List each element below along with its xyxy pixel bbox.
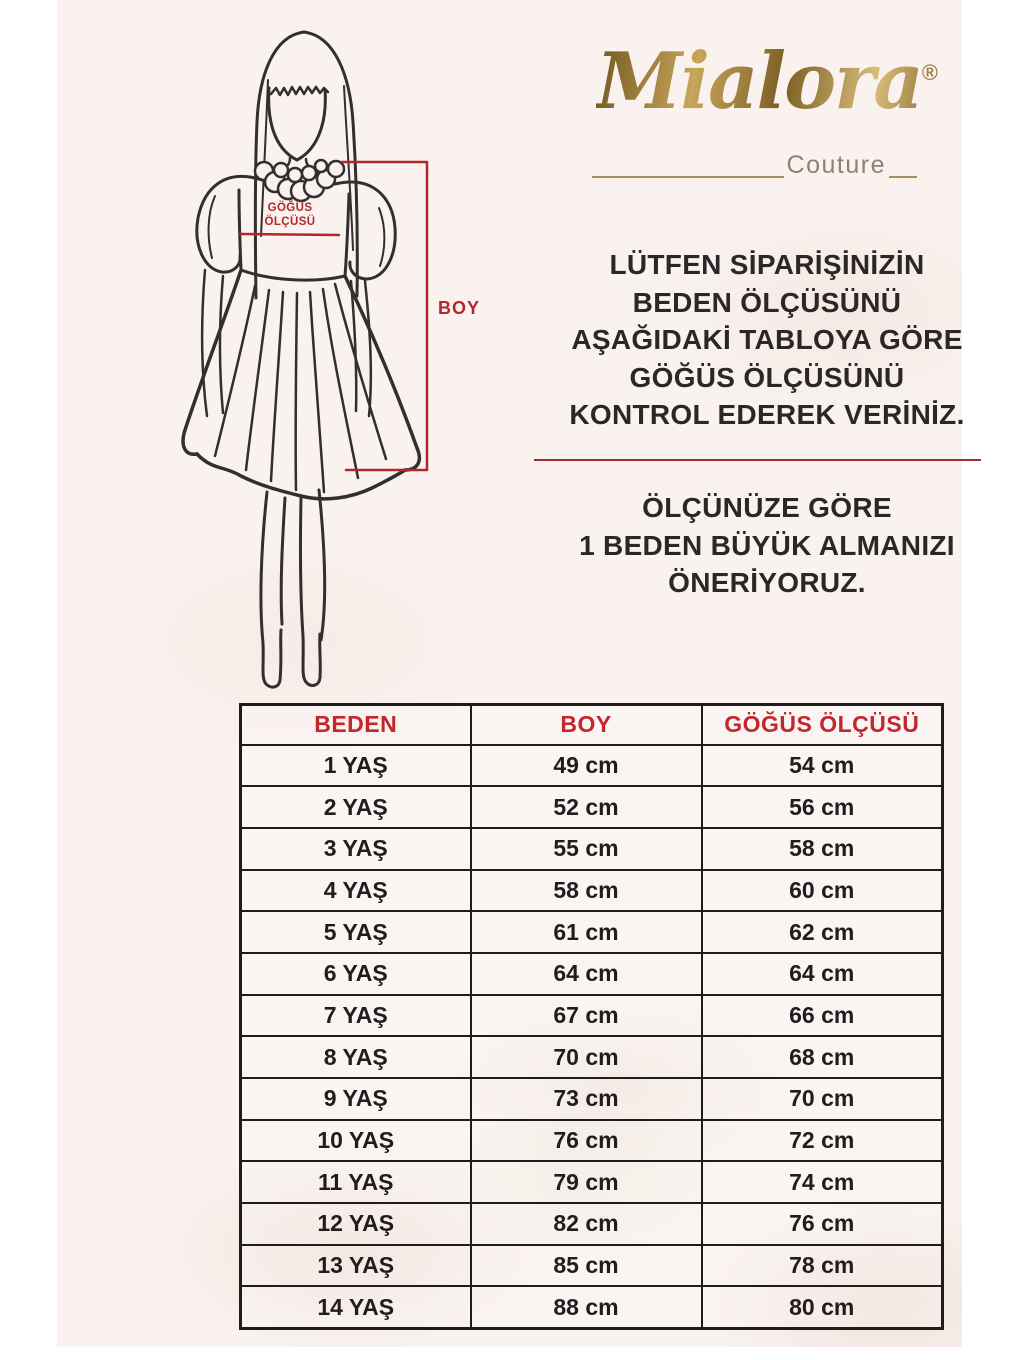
- table-row: 9 YAŞ 73 cm 70 cm: [239, 1077, 944, 1121]
- brand-subtitle-row: Couture: [592, 152, 917, 178]
- boy-cell: 73 cm: [469, 1077, 703, 1121]
- header-boy: BOY: [469, 703, 703, 746]
- table-row: 13 YAŞ 85 cm 78 cm: [239, 1243, 944, 1288]
- beden-cell: 14 YAŞ: [239, 1285, 472, 1330]
- gogus-cell: 64 cm: [700, 951, 944, 996]
- table-row: 3 YAŞ 55 cm 58 cm: [239, 826, 944, 871]
- recommendation-line: ÖNERİYORUZ.: [668, 567, 866, 598]
- brand-logo: Mialora®: [537, 18, 997, 137]
- gogus-cell: 78 cm: [700, 1243, 944, 1288]
- boy-cell: 70 cm: [469, 1035, 703, 1079]
- girl-dress-illustration: [181, 30, 429, 689]
- table-row: 1 YAŞ 49 cm 54 cm: [239, 743, 944, 788]
- gogus-cell: 74 cm: [700, 1160, 944, 1205]
- gogus-cell: 58 cm: [700, 826, 944, 871]
- gogus-cell: 56 cm: [700, 785, 944, 829]
- gogus-cell: 66 cm: [700, 993, 944, 1038]
- beden-cell: 10 YAŞ: [239, 1118, 472, 1163]
- boy-cell: 85 cm: [469, 1243, 703, 1288]
- instruction-line: AŞAĞIDAKİ TABLOYA GÖRE: [571, 324, 963, 355]
- red-divider-line: [534, 459, 981, 461]
- watercolor-background: GÖĞÜS ÖLÇÜSÜ BOY Mialora® Couture LÜTFEN…: [57, 0, 981, 1347]
- table-row: 4 YAŞ 58 cm 60 cm: [239, 868, 944, 913]
- gogus-cell: 68 cm: [700, 1035, 944, 1079]
- brand-name-script: Mialora®: [596, 18, 938, 137]
- table-row: 14 YAŞ 88 cm 80 cm: [239, 1285, 944, 1330]
- beden-cell: 2 YAŞ: [239, 785, 472, 829]
- beden-cell: 11 YAŞ: [239, 1160, 472, 1205]
- gogus-cell: 60 cm: [700, 868, 944, 913]
- brand-subtitle: Couture: [786, 151, 886, 179]
- boy-cell: 61 cm: [469, 910, 703, 954]
- beden-cell: 7 YAŞ: [239, 993, 472, 1038]
- recommendation-line: 1 BEDEN BÜYÜK ALMANIZI: [579, 529, 955, 561]
- gogus-cell: 62 cm: [700, 910, 944, 954]
- beden-cell: 6 YAŞ: [239, 951, 472, 996]
- instruction-line: LÜTFEN SİPARİŞİNİZİN: [609, 249, 925, 280]
- header-beden: BEDEN: [239, 703, 472, 746]
- table-row: 10 YAŞ 76 cm 72 cm: [239, 1118, 944, 1163]
- boy-cell: 58 cm: [469, 868, 703, 913]
- chest-measure-label-line2: ÖLÇÜSÜ: [264, 216, 316, 228]
- couture-underline-right: [889, 170, 917, 178]
- instruction-line: KONTROL EDEREK VERİNİZ.: [569, 399, 965, 430]
- height-measure-label: BOY: [438, 298, 481, 318]
- dress-sketch: [167, 18, 487, 690]
- boy-cell: 67 cm: [469, 993, 703, 1038]
- boy-cell: 88 cm: [469, 1285, 703, 1330]
- beden-cell: 3 YAŞ: [239, 826, 472, 871]
- boy-cell: 64 cm: [469, 951, 703, 996]
- boy-cell: 82 cm: [469, 1202, 703, 1246]
- registered-trademark-icon: ®: [921, 60, 939, 85]
- chest-measure-label: GÖĞÜS ÖLÇÜSÜ: [245, 201, 335, 229]
- table-row: 7 YAŞ 67 cm 66 cm: [239, 993, 944, 1038]
- instruction-line: GÖĞÜS ÖLÇÜSÜNÜ: [629, 361, 905, 393]
- gogus-cell: 80 cm: [700, 1285, 944, 1330]
- gogus-cell: 70 cm: [700, 1077, 944, 1121]
- table-row: 11 YAŞ 79 cm 74 cm: [239, 1160, 944, 1205]
- beden-cell: 4 YAŞ: [239, 868, 472, 913]
- order-instructions: LÜTFEN SİPARİŞİNİZİN BEDEN ÖLÇÜSÜNÜ AŞAĞ…: [527, 246, 1007, 434]
- gogus-cell: 76 cm: [700, 1202, 944, 1246]
- size-chart-table: BEDEN BOY GÖĞÜS ÖLÇÜSÜ 1 YAŞ 49 cm 54 cm 2…: [239, 703, 944, 1330]
- beden-cell: 9 YAŞ: [239, 1077, 472, 1121]
- couture-underline-left: [592, 170, 784, 178]
- brand-name: Mialora: [595, 36, 922, 127]
- table-row: 5 YAŞ 61 cm 62 cm: [239, 910, 944, 954]
- table-row: 12 YAŞ 82 cm 76 cm: [239, 1202, 944, 1246]
- chest-measure-label-line1: GÖĞÜS: [267, 202, 313, 214]
- beden-cell: 13 YAŞ: [239, 1243, 472, 1288]
- size-up-recommendation: ÖLÇÜNÜZE GÖRE 1 BEDEN BÜYÜK ALMANIZI ÖNE…: [527, 489, 1007, 602]
- instruction-line: BEDEN ÖLÇÜSÜNÜ: [632, 286, 902, 318]
- table-row: 6 YAŞ 64 cm 64 cm: [239, 951, 944, 996]
- gogus-cell: 72 cm: [700, 1118, 944, 1163]
- boy-cell: 52 cm: [469, 785, 703, 829]
- boy-cell: 76 cm: [469, 1118, 703, 1163]
- beden-cell: 12 YAŞ: [239, 1202, 472, 1246]
- table-row: 2 YAŞ 52 cm 56 cm: [239, 785, 944, 829]
- table-row: 8 YAŞ 70 cm 68 cm: [239, 1035, 944, 1079]
- boy-cell: 55 cm: [469, 826, 703, 871]
- beden-cell: 5 YAŞ: [239, 910, 472, 954]
- table-header-row: BEDEN BOY GÖĞÜS ÖLÇÜSÜ: [239, 703, 944, 746]
- boy-cell: 79 cm: [469, 1160, 703, 1205]
- boy-cell: 49 cm: [469, 743, 703, 788]
- beden-cell: 1 YAŞ: [239, 743, 472, 788]
- beden-cell: 8 YAŞ: [239, 1035, 472, 1079]
- header-gogus: GÖĞÜS ÖLÇÜSÜ: [700, 703, 944, 746]
- gogus-cell: 54 cm: [700, 743, 944, 788]
- recommendation-line: ÖLÇÜNÜZE GÖRE: [642, 492, 892, 523]
